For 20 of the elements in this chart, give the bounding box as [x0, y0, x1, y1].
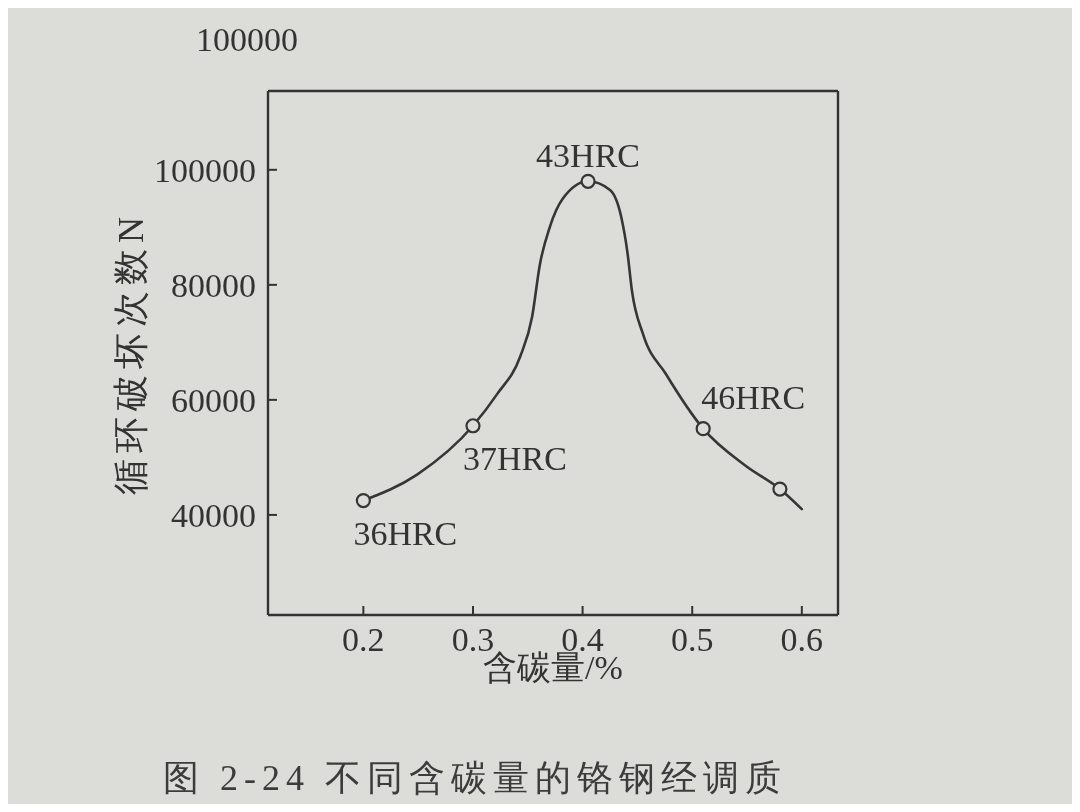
- y-tick-label: 80000: [171, 266, 256, 304]
- point: [695, 421, 711, 437]
- x-tick-label: 0.2: [342, 620, 385, 658]
- y-tick-label: 100000: [154, 151, 256, 189]
- point: [355, 492, 371, 509]
- y-tick-label: 40000: [171, 496, 256, 534]
- x-tick-label: 0.5: [670, 620, 714, 658]
- y-axis-title: 循环破坏次数N: [110, 211, 151, 495]
- annotation: 43HRC: [536, 137, 641, 175]
- point: [772, 481, 788, 497]
- x-tick-label: 0.3: [451, 620, 495, 658]
- y-tick-label: 60000: [171, 381, 256, 419]
- point: [580, 173, 596, 189]
- annotation: 36HRC: [353, 514, 458, 552]
- annotation: 37HRC: [463, 439, 567, 477]
- point: [465, 418, 481, 434]
- text: 100000: [196, 20, 298, 60]
- text: 图 2-24 不同含碳量的铬钢经调质: [163, 757, 787, 800]
- annotation: 46HRC: [701, 378, 806, 416]
- x-tick-label: 0.6: [780, 620, 824, 658]
